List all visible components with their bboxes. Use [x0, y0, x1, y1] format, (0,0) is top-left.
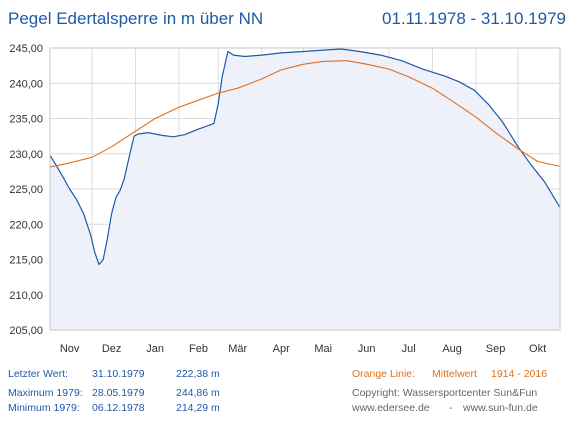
x-tick-label: Jan: [146, 343, 164, 355]
maximum-label: Maximum 1979:: [8, 387, 83, 399]
y-tick-label: 230,00: [9, 149, 43, 161]
level-series-line: [49, 48, 561, 266]
x-tick-label: Nov: [60, 343, 80, 355]
x-tick-label: Mai: [314, 343, 332, 355]
website-edersee: www.edersee.de: [352, 402, 430, 414]
x-tick-label: Mär: [228, 343, 247, 355]
x-tick-label: Aug: [442, 343, 462, 355]
x-tick-label: Sep: [486, 343, 506, 355]
chart-title: Pegel Edertalsperre in m über NN: [8, 9, 264, 28]
mean-label: Mittelwert: [432, 368, 477, 380]
y-tick-label: 210,00: [9, 290, 43, 302]
last-value-value: 222,38 m: [176, 368, 220, 380]
minimum-label: Minimum 1979:: [8, 402, 80, 414]
x-tick-label: Dez: [102, 343, 122, 355]
minimum-date: 06.12.1978: [92, 402, 145, 414]
y-tick-label: 220,00: [9, 219, 43, 231]
y-tick-label: 225,00: [9, 184, 43, 196]
last-value-date: 31.10.1979: [92, 368, 145, 380]
y-tick-label: 205,00: [9, 325, 43, 337]
last-value-label: Letzter Wert:: [8, 368, 68, 380]
website-sun-fun: www.sun-fun.de: [463, 402, 538, 414]
mean-series-line: [49, 60, 561, 168]
maximum-date: 28.05.1979: [92, 387, 145, 399]
y-tick-label: 245,00: [9, 43, 43, 55]
y-tick-label: 215,00: [9, 255, 43, 267]
x-tick-label: Apr: [273, 343, 290, 355]
y-tick-label: 235,00: [9, 114, 43, 126]
level-area-fill: [50, 49, 560, 330]
x-tick-label: Jun: [358, 343, 376, 355]
x-tick-label: Feb: [189, 343, 208, 355]
x-tick-label: Jul: [402, 343, 416, 355]
plot-frame: [49, 47, 561, 331]
x-tick-label: Okt: [529, 343, 546, 355]
maximum-value: 244,86 m: [176, 387, 220, 399]
website-separator: -: [449, 402, 453, 414]
date-range: 01.11.1978 - 31.10.1979: [381, 9, 566, 28]
mean-period: 1914 - 2016: [491, 368, 548, 380]
minimum-value: 214,29 m: [176, 402, 220, 414]
orange-line-label: Orange Linie:: [352, 368, 416, 380]
copyright: Copyright: Wassersportcenter Sun&Fun: [352, 387, 538, 399]
y-tick-label: 240,00: [9, 78, 43, 90]
